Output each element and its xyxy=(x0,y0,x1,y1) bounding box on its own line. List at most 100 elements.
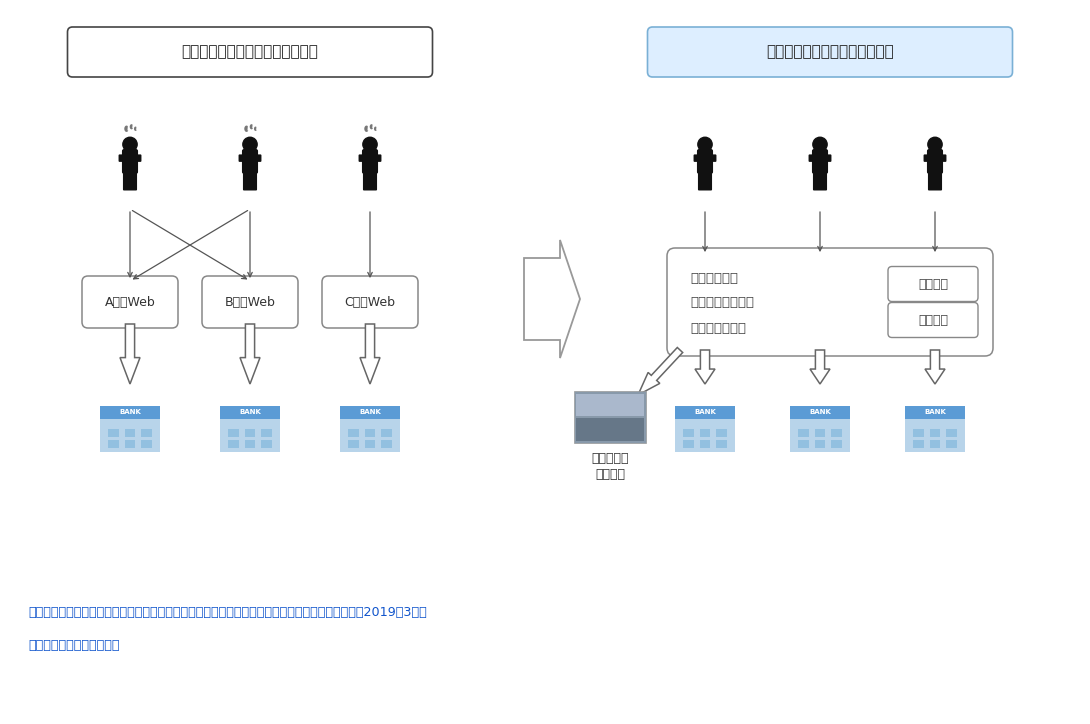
FancyBboxPatch shape xyxy=(905,406,965,419)
Text: サービス: サービス xyxy=(918,277,948,290)
Polygon shape xyxy=(695,350,715,384)
FancyBboxPatch shape xyxy=(888,266,978,301)
Polygon shape xyxy=(254,127,257,131)
Text: 代行業者: 代行業者 xyxy=(595,468,625,481)
FancyBboxPatch shape xyxy=(682,429,693,437)
FancyBboxPatch shape xyxy=(934,171,942,190)
Polygon shape xyxy=(244,125,249,132)
FancyBboxPatch shape xyxy=(798,440,809,448)
FancyBboxPatch shape xyxy=(142,429,153,437)
FancyBboxPatch shape xyxy=(202,276,298,328)
Text: 電子決済等: 電子決済等 xyxy=(591,452,629,465)
Polygon shape xyxy=(370,125,373,130)
FancyBboxPatch shape xyxy=(574,391,646,443)
Circle shape xyxy=(123,138,137,151)
FancyBboxPatch shape xyxy=(244,440,255,448)
FancyBboxPatch shape xyxy=(820,171,827,190)
Text: BANK: BANK xyxy=(359,410,380,416)
FancyBboxPatch shape xyxy=(348,440,359,448)
FancyBboxPatch shape xyxy=(812,149,828,174)
Text: A銀行Web: A銀行Web xyxy=(105,295,156,308)
FancyBboxPatch shape xyxy=(119,154,142,162)
FancyBboxPatch shape xyxy=(382,429,392,437)
FancyBboxPatch shape xyxy=(912,429,923,437)
FancyBboxPatch shape xyxy=(220,406,280,419)
FancyBboxPatch shape xyxy=(675,406,735,452)
FancyBboxPatch shape xyxy=(946,429,957,437)
FancyBboxPatch shape xyxy=(716,440,727,448)
Text: 金融サービス: 金融サービス xyxy=(690,272,738,285)
Text: サービス: サービス xyxy=(918,313,948,327)
FancyBboxPatch shape xyxy=(239,154,262,162)
FancyBboxPatch shape xyxy=(798,429,809,437)
Polygon shape xyxy=(374,127,377,131)
FancyBboxPatch shape xyxy=(888,303,978,337)
FancyBboxPatch shape xyxy=(667,248,993,356)
FancyBboxPatch shape xyxy=(928,171,935,190)
FancyBboxPatch shape xyxy=(809,154,832,162)
FancyBboxPatch shape xyxy=(340,406,400,419)
Polygon shape xyxy=(240,324,261,384)
FancyBboxPatch shape xyxy=(814,429,825,437)
FancyBboxPatch shape xyxy=(262,440,272,448)
Text: を基に矢野経済研究所作成: を基に矢野経済研究所作成 xyxy=(28,639,120,652)
Circle shape xyxy=(363,138,377,151)
Text: BANK: BANK xyxy=(924,410,946,416)
FancyBboxPatch shape xyxy=(905,406,965,452)
Polygon shape xyxy=(925,350,945,384)
Polygon shape xyxy=(250,125,253,130)
FancyBboxPatch shape xyxy=(228,429,239,437)
FancyBboxPatch shape xyxy=(348,429,359,437)
FancyBboxPatch shape xyxy=(142,440,153,448)
Polygon shape xyxy=(810,350,829,384)
FancyBboxPatch shape xyxy=(790,406,850,452)
FancyBboxPatch shape xyxy=(700,429,711,437)
FancyBboxPatch shape xyxy=(363,171,371,190)
Text: C銀行Web: C銀行Web xyxy=(344,295,396,308)
FancyBboxPatch shape xyxy=(124,440,135,448)
Polygon shape xyxy=(134,127,136,131)
FancyBboxPatch shape xyxy=(100,406,160,452)
FancyBboxPatch shape xyxy=(124,429,135,437)
FancyBboxPatch shape xyxy=(832,440,843,448)
Text: 出典：岩手銀行、ニュースリリース「金融サービスプラットフォームのサービス開始について」（2019年3月）: 出典：岩手銀行、ニュースリリース「金融サービスプラットフォームのサービス開始につ… xyxy=(28,606,427,619)
FancyBboxPatch shape xyxy=(790,406,850,419)
Text: （＝共通基盤）: （＝共通基盤） xyxy=(690,321,746,334)
Circle shape xyxy=(243,138,257,151)
FancyBboxPatch shape xyxy=(370,171,377,190)
Text: BANK: BANK xyxy=(239,410,261,416)
Polygon shape xyxy=(130,125,133,130)
FancyBboxPatch shape xyxy=(220,406,280,452)
FancyBboxPatch shape xyxy=(123,171,131,190)
FancyBboxPatch shape xyxy=(340,406,400,452)
Polygon shape xyxy=(124,125,129,132)
FancyBboxPatch shape xyxy=(716,429,727,437)
FancyBboxPatch shape xyxy=(930,429,941,437)
Circle shape xyxy=(698,138,712,151)
Polygon shape xyxy=(524,240,580,358)
FancyBboxPatch shape xyxy=(364,429,375,437)
FancyBboxPatch shape xyxy=(704,171,712,190)
FancyBboxPatch shape xyxy=(930,440,941,448)
FancyBboxPatch shape xyxy=(576,418,644,441)
FancyBboxPatch shape xyxy=(926,149,943,174)
Text: 従来のインターネットバンキング: 従来のインターネットバンキング xyxy=(182,44,318,59)
FancyBboxPatch shape xyxy=(675,406,735,419)
Text: プラットフォーム: プラットフォーム xyxy=(690,295,754,308)
FancyBboxPatch shape xyxy=(946,440,957,448)
FancyBboxPatch shape xyxy=(244,429,255,437)
FancyBboxPatch shape xyxy=(832,429,843,437)
Text: BANK: BANK xyxy=(119,410,141,416)
FancyBboxPatch shape xyxy=(228,440,239,448)
Polygon shape xyxy=(364,125,368,132)
FancyBboxPatch shape xyxy=(82,276,178,328)
FancyBboxPatch shape xyxy=(923,154,946,162)
FancyBboxPatch shape xyxy=(68,27,433,77)
Text: 金融サービスプラットフォーム: 金融サービスプラットフォーム xyxy=(766,44,894,59)
Text: BANK: BANK xyxy=(809,410,831,416)
Text: B銀行Web: B銀行Web xyxy=(225,295,276,308)
FancyBboxPatch shape xyxy=(682,440,693,448)
FancyBboxPatch shape xyxy=(362,149,378,174)
Polygon shape xyxy=(638,348,682,395)
FancyBboxPatch shape xyxy=(647,27,1013,77)
